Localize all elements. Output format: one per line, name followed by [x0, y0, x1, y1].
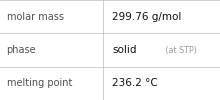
Text: 236.2 °C: 236.2 °C	[112, 78, 158, 88]
Text: molar mass: molar mass	[7, 12, 64, 22]
Text: melting point: melting point	[7, 78, 72, 88]
Text: 299.76 g/mol: 299.76 g/mol	[112, 12, 182, 22]
Text: solid: solid	[112, 45, 137, 55]
Text: (at STP): (at STP)	[163, 46, 197, 54]
Text: phase: phase	[7, 45, 36, 55]
